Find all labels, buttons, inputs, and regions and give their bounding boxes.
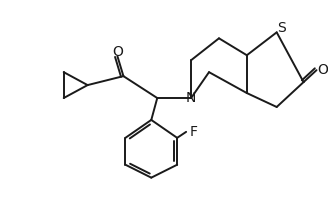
- Text: S: S: [277, 21, 286, 35]
- Text: F: F: [190, 125, 198, 139]
- Text: O: O: [112, 45, 123, 59]
- Text: O: O: [317, 63, 328, 77]
- Text: N: N: [186, 91, 196, 105]
